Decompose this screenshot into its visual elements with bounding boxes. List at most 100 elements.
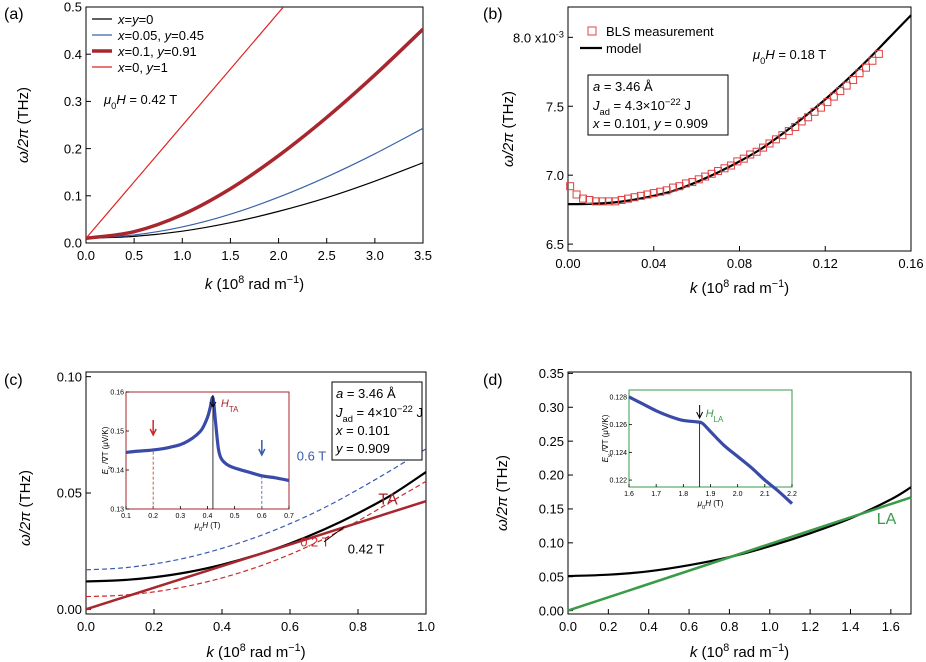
a-x-tick-label: 0.5 bbox=[125, 248, 143, 263]
a-xlabel-part: k bbox=[205, 276, 214, 293]
c-param-box bbox=[331, 381, 423, 461]
a-legend-entry-2-part: =0.1, bbox=[125, 44, 158, 59]
a-field-annotation-part: 0 bbox=[111, 101, 116, 111]
b-param-j-part: −22 bbox=[665, 97, 681, 107]
b-y-tick-label: 7.5 bbox=[546, 99, 564, 114]
c-inset-marker-label: HTA bbox=[221, 398, 239, 414]
b-param-xy-part: y bbox=[653, 116, 662, 131]
c-inset-x-tick-label: 0.3 bbox=[175, 513, 185, 520]
panel-c: (c)0.0 0.2 0.4 0.6 0.8 1.00.000.050.10k (108 … bbox=[4, 369, 435, 661]
c-inset-marker-label-part: TA bbox=[229, 405, 239, 414]
a-legend-entry-0: x=y=0 bbox=[117, 12, 153, 27]
b-field-annotation-part: 0 bbox=[760, 56, 765, 66]
b-param-box bbox=[587, 74, 729, 136]
d-inset-xlabel-part: (T) bbox=[711, 499, 724, 508]
b-param-xy-part: x bbox=[592, 116, 600, 131]
b-measurement-point bbox=[778, 131, 787, 140]
b-xlabel-part: −1 bbox=[772, 278, 784, 290]
d-inset-marker-arrow bbox=[696, 405, 704, 420]
b-x-tick-label: 0.12 bbox=[813, 256, 838, 271]
d-y-tick-label: 0.05 bbox=[539, 569, 564, 584]
b-measurement-point bbox=[630, 193, 639, 202]
b-measurement-point bbox=[572, 190, 581, 199]
a-legend-entry-1-part: =0.45 bbox=[171, 28, 204, 43]
b-field-annotation-part: H bbox=[765, 47, 775, 62]
c-param-x-part: = 0.101 bbox=[343, 423, 390, 438]
a-x-tick-label: 0.0 bbox=[77, 248, 95, 263]
d-inset-x-tick-label: 1.8 bbox=[678, 491, 688, 498]
b-xlabel: k (108 rad m−1) bbox=[690, 278, 789, 297]
c-xlabel-part: ) bbox=[301, 644, 306, 661]
c-inset-xlabel-part: (T) bbox=[208, 521, 221, 530]
b-legend-measurement: BLS measurement bbox=[606, 24, 714, 39]
d-ylabel-part: ω/2π bbox=[494, 496, 511, 531]
b-x-tick-label: 0.16 bbox=[898, 256, 923, 271]
c-y-tick-label: 0.00 bbox=[57, 602, 82, 617]
b-measurement-point bbox=[591, 197, 600, 206]
b-measurement-point bbox=[816, 103, 825, 112]
b-measurement-point bbox=[598, 197, 607, 206]
b-measurement-point bbox=[662, 186, 671, 195]
a-legend-entry-0-part: = bbox=[125, 12, 133, 27]
b-measurement-point bbox=[771, 135, 780, 144]
b-legend-model: model bbox=[606, 41, 642, 56]
b-xlabel-part: (10 bbox=[697, 280, 723, 297]
b-measurement-point bbox=[579, 194, 588, 203]
c-param-x-part: x bbox=[335, 423, 343, 438]
b-measurement-point bbox=[675, 182, 684, 191]
c-inset-blue-arrow bbox=[258, 440, 266, 457]
b-measurement-point bbox=[804, 113, 813, 122]
c-inset-xlabel-part: H bbox=[202, 521, 208, 530]
a-legend-entry-2-part: x bbox=[117, 44, 125, 59]
d-x-tick-label: 1.6 bbox=[882, 619, 900, 634]
c-xlabel-part: (10 bbox=[214, 644, 240, 661]
a-xlabel-part: ) bbox=[299, 276, 304, 293]
c-inset-xlabel-part: μ bbox=[194, 521, 200, 530]
d-x-tick-label: 0.6 bbox=[680, 619, 698, 634]
c-label-06: 0.6 T bbox=[297, 448, 326, 463]
b-y-tick-label-part: 8.0 x10 bbox=[513, 30, 556, 45]
d-ylabel-part: (THz) bbox=[494, 455, 511, 497]
c-inset-x-tick-label: 0.6 bbox=[257, 513, 267, 520]
a-series-line-2 bbox=[86, 27, 423, 241]
c-inset-ylabel-part: /∇T (μV/K) bbox=[101, 426, 110, 466]
b-param-j-part: ad bbox=[600, 107, 610, 117]
c-x-tick-label: 0.0 bbox=[77, 619, 95, 634]
d-x-tick-label: 0.0 bbox=[559, 619, 577, 634]
c-xlabel-part: −1 bbox=[288, 642, 300, 654]
d-inset-ylabel-part: E bbox=[601, 456, 610, 462]
panel-label-b: (b) bbox=[483, 6, 503, 23]
d-x-tick-label: 0.8 bbox=[720, 619, 738, 634]
d-inset-xlabel-part: μ bbox=[697, 499, 703, 508]
a-x-tick-label: 2.0 bbox=[270, 248, 288, 263]
c-series-line-1 bbox=[86, 448, 426, 571]
a-field-annotation: μ0H = 0.42 T bbox=[103, 92, 177, 111]
b-measurement-point bbox=[726, 161, 735, 170]
a-legend-entry-1-part: y bbox=[164, 28, 173, 43]
c-xlabel-part: k bbox=[206, 644, 215, 661]
d-x-tick-label: 1.2 bbox=[801, 619, 819, 634]
a-y-tick-label: 0.3 bbox=[64, 94, 82, 109]
d-xlabel-part: 8 bbox=[723, 642, 729, 654]
a-legend-entry-0-part: y bbox=[131, 12, 140, 27]
b-measurement-point bbox=[810, 107, 819, 116]
d-inset-xlabel-part: 0 bbox=[702, 505, 705, 511]
b-xlabel-part: rad m bbox=[729, 280, 772, 297]
d-series-line-0 bbox=[567, 486, 912, 578]
b-measurement-point bbox=[836, 87, 845, 96]
a-ylabel: ω/2π (THz) bbox=[15, 87, 32, 163]
b-measurement-point bbox=[855, 69, 864, 78]
c-param-j-part: J bbox=[413, 405, 423, 420]
b-measurement-point bbox=[669, 183, 678, 192]
panel-label-c: (c) bbox=[4, 372, 23, 389]
b-measurement-point bbox=[585, 195, 594, 204]
d-xlabel: k (108 rad m−1) bbox=[690, 642, 789, 661]
d-xlabel-part: ) bbox=[784, 644, 789, 661]
b-model-line bbox=[567, 14, 912, 206]
b-measurement-point bbox=[694, 175, 703, 184]
c-inset-data bbox=[125, 395, 290, 483]
c-inset-x-tick-label: 0.5 bbox=[230, 513, 240, 520]
d-xlabel-part: −1 bbox=[772, 642, 784, 654]
c-param-j-part: J bbox=[335, 405, 343, 420]
